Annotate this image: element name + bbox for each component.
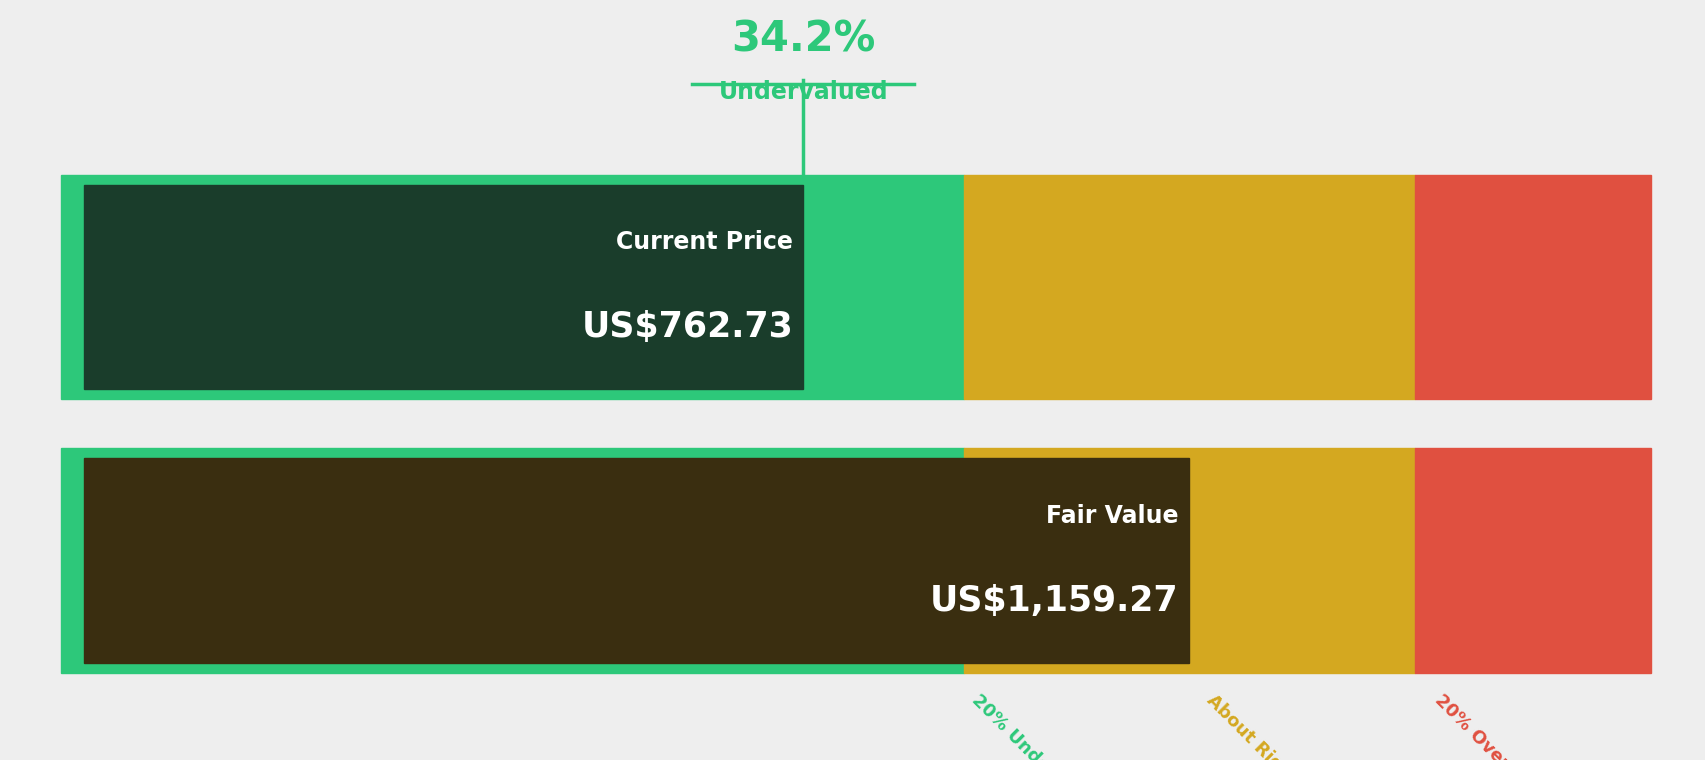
Text: US$762.73: US$762.73: [581, 310, 793, 344]
Text: 20% Overvalued: 20% Overvalued: [1430, 692, 1560, 760]
Text: About Right: About Right: [1202, 692, 1299, 760]
Text: 34.2%: 34.2%: [731, 19, 875, 61]
Text: 20% Undervalued: 20% Undervalued: [968, 692, 1107, 760]
Text: US$1,159.27: US$1,159.27: [929, 584, 1178, 618]
Text: Undervalued: Undervalued: [718, 80, 888, 104]
Text: Current Price: Current Price: [616, 230, 793, 254]
Text: Fair Value: Fair Value: [1045, 504, 1178, 527]
